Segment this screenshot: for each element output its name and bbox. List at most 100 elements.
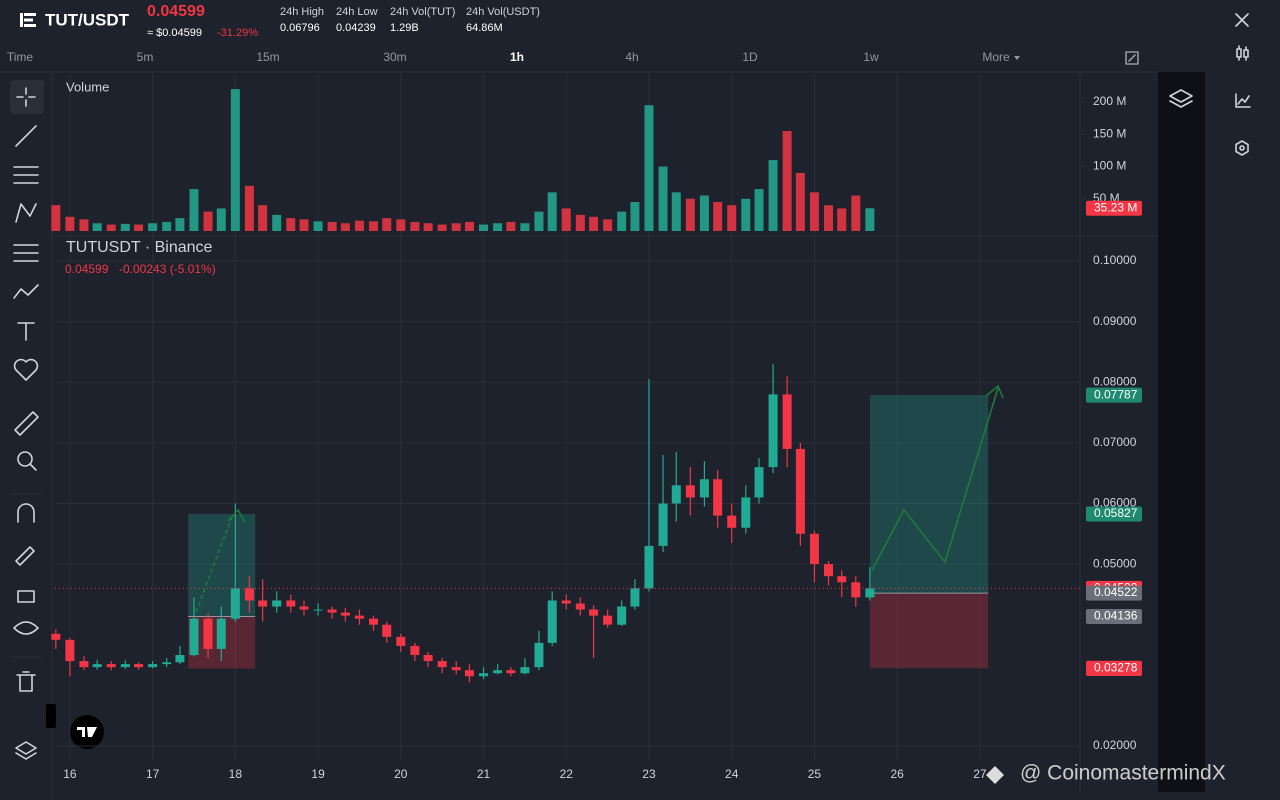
volume-bar — [547, 192, 557, 231]
volume-bar — [782, 131, 792, 231]
volume-bar — [589, 216, 599, 231]
volume-bar — [727, 205, 737, 231]
y-tick-label: 0.05000 — [1093, 556, 1137, 570]
candle-body — [340, 612, 350, 616]
volume-bar — [92, 223, 102, 231]
price-change: -0.00243 (-5.01%) — [119, 262, 216, 276]
timeframe[interactable]: 5m — [137, 50, 154, 64]
delete-tool[interactable] — [16, 671, 36, 692]
candle-body — [451, 667, 461, 671]
candles-icon[interactable] — [1236, 45, 1249, 61]
volume-bar — [410, 221, 420, 231]
layers-icon[interactable] — [1169, 89, 1193, 108]
symbol[interactable]: TUT/USDT — [45, 10, 130, 29]
candle-body — [423, 655, 433, 662]
volume-bar — [520, 223, 530, 231]
zoom-tool[interactable] — [17, 451, 33, 467]
indicators-icon[interactable] — [1235, 93, 1251, 108]
price-badge-label: 0.07787 — [1094, 387, 1138, 401]
crosshair-tool[interactable] — [16, 87, 36, 107]
volume-bar — [754, 189, 764, 231]
candle-body — [120, 664, 130, 668]
timeframe[interactable]: More — [982, 50, 1010, 64]
stat-label: 24h Vol(TUT) — [390, 6, 455, 18]
timeframe[interactable]: 4h — [625, 50, 638, 64]
grid — [55, 72, 1085, 760]
timeframe[interactable]: 15m — [256, 50, 279, 64]
volume-bar — [464, 221, 474, 231]
timeframe[interactable]: 1h — [510, 50, 524, 64]
logo-icon — [20, 13, 36, 27]
settings-icon[interactable] — [1235, 140, 1249, 156]
y-tick-label: 0.06000 — [1093, 496, 1137, 510]
stat-label: 24h Low — [336, 6, 378, 18]
volume-bar — [216, 208, 226, 231]
candle-body — [258, 600, 268, 607]
volume-bar — [630, 201, 640, 231]
volume-bar — [79, 219, 89, 231]
candle-body — [534, 642, 544, 668]
price-badge-label: 0.03278 — [1094, 661, 1138, 675]
stop-zone — [869, 593, 989, 669]
candle-body — [727, 515, 737, 528]
volume-bar — [603, 219, 613, 231]
lock-draw-tool[interactable] — [15, 546, 35, 566]
more-caret[interactable] — [1014, 56, 1020, 60]
object-tree[interactable] — [15, 741, 37, 760]
candle-body — [327, 609, 337, 613]
fullscreen-icon[interactable] — [1125, 51, 1139, 65]
volume-bar — [795, 172, 805, 231]
visibility-tool[interactable] — [13, 621, 39, 635]
timeframe[interactable]: 30m — [383, 50, 406, 64]
volume-bar — [286, 218, 296, 231]
candle-body — [671, 485, 681, 504]
candle-body — [520, 667, 530, 674]
candle-body — [589, 609, 599, 616]
timeframe[interactable]: 1D — [742, 50, 758, 64]
candle-body — [134, 664, 144, 668]
stat-value: 64.86M — [466, 22, 503, 34]
projection-tool[interactable] — [13, 244, 39, 262]
candle-body — [617, 606, 627, 625]
volume-bar — [741, 198, 751, 231]
price: 0.04599 — [147, 3, 205, 20]
stat-value: 0.04239 — [336, 22, 376, 34]
stat-label: 24h Vol(USDT) — [466, 6, 540, 18]
lock-tool[interactable] — [17, 590, 35, 603]
volume-bar — [327, 221, 337, 231]
volume-title: Volume — [66, 79, 109, 94]
measure-tool[interactable] — [14, 411, 39, 436]
volume-badge-label: 35.23 M — [1094, 200, 1137, 214]
volume-bar — [148, 223, 158, 231]
candle-body — [382, 624, 392, 637]
candle-body — [644, 545, 654, 589]
x-tick-label: 20 — [394, 767, 408, 781]
timeframe[interactable]: 1w — [863, 50, 879, 64]
fib-tool[interactable] — [13, 166, 39, 184]
candle-body — [506, 670, 516, 674]
y-tick-label: 0.08000 — [1093, 374, 1137, 388]
candle-body — [203, 618, 213, 649]
trend-line-tool[interactable] — [15, 125, 37, 147]
tv-logo-mark — [77, 727, 97, 737]
collapse-button[interactable] — [46, 704, 56, 728]
candle-body — [547, 600, 557, 643]
text-tool[interactable] — [17, 322, 35, 341]
candle-body — [658, 503, 668, 546]
favorite-tool[interactable] — [13, 358, 39, 381]
price-badge — [1086, 660, 1142, 676]
candle-body — [464, 670, 474, 677]
candle-body — [603, 615, 613, 625]
volume-tick-label: 100 M — [1093, 159, 1126, 173]
x-tick-label: 26 — [890, 767, 904, 781]
brush-tool[interactable] — [13, 284, 39, 299]
pattern-tool[interactable] — [15, 203, 37, 223]
close-button[interactable] — [1235, 13, 1249, 27]
candle-body — [106, 664, 116, 668]
magnet-tool[interactable] — [17, 503, 35, 523]
volume-bar — [809, 192, 819, 231]
candle-body — [299, 606, 309, 610]
candle-body — [437, 661, 447, 668]
volume-bar — [837, 208, 847, 231]
